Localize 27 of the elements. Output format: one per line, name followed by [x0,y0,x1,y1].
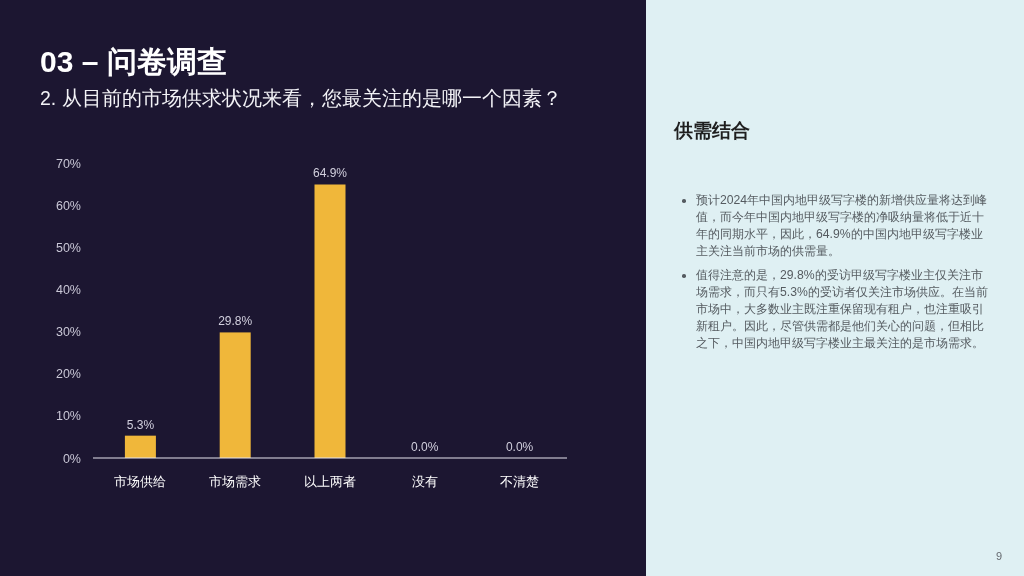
data-label: 29.8% [218,314,253,329]
x-tick-label: 以上两者 [304,475,356,489]
y-tick-label: 20% [55,367,81,382]
chart-title: 03 – 问卷调查 [40,45,227,79]
y-tick-label: 30% [55,325,81,340]
data-label: 64.9% [312,166,348,181]
y-tick-label: 0% [62,451,81,466]
text: 供需结合 [674,119,750,143]
y-tick-label: 40% [55,282,81,297]
y-tick-label: 50% [55,240,81,255]
text: 9 [996,550,1003,562]
x-tick-label: 不清楚 [500,475,540,489]
bar [314,184,346,458]
y-tick-label: 70% [55,156,81,171]
y-tick-label: 10% [55,409,81,424]
data-label: 0.0% [411,440,439,454]
text: 值得注意的是，29.8%的受访甲级写字楼业主仅关注市场需求，而只有5.3%的受访者仅关注市场供应。在当前市场中，大多数业主既注重保留现有租户，也注重吸引新租户。因此，尽管供需都是他们关心的问题，但相比之下，中国内地甲级写字楼业主最关注的是市场需求。 [696,268,988,350]
data-label: 0.0% [505,440,534,454]
x-tick-label: 市场需求 [209,475,262,489]
x-tick-label: 没有 [411,475,438,489]
bar [124,435,156,458]
data-label: 5.3% [126,417,155,432]
text: 预计2024年中国内地甲级写字楼的新增供应量将达到峰值，而今年中国内地甲级写字楼的净吸纳量将低于近十年的同期水平，因此，64.9%的中国内地甲级写字楼业主关注当前市场的供需量。 [696,193,988,258]
y-tick-label: 60% [55,198,81,213]
x-tick-label: 市场供给 [114,475,167,489]
bar [219,332,251,458]
chart-subtitle: 2. 从目前的市场供求状况来看，您最关注的是哪一个因素？ [40,86,562,110]
